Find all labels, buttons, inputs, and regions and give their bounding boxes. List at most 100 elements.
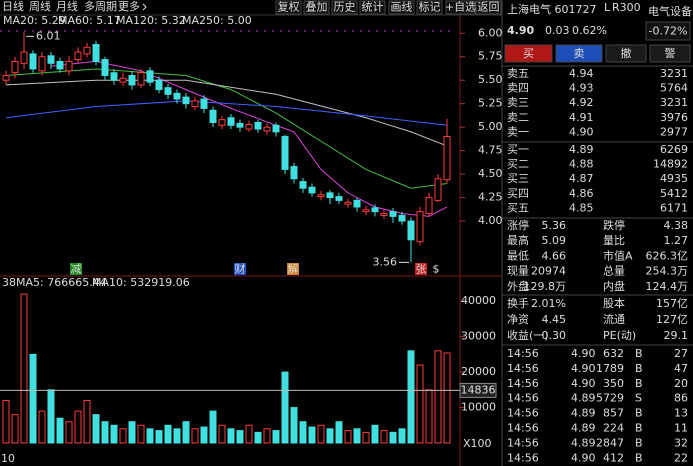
flag: L: [604, 1, 611, 14]
book-volume: 4935: [660, 172, 688, 185]
volume-bar: [155, 430, 163, 444]
trade-time: 14:56: [507, 362, 539, 375]
book-price: 4.89: [569, 143, 594, 156]
tool-button[interactable]: [475, 0, 502, 15]
candle-body: [425, 197, 433, 215]
stat-label: 现量: [507, 265, 529, 278]
event-label[interactable]: $: [433, 263, 440, 276]
volume-bar: [164, 424, 172, 444]
tool-button[interactable]: [331, 0, 358, 15]
action-label[interactable]: 买: [523, 47, 534, 60]
y-tick-label: 4.25: [478, 191, 503, 204]
tool-button-label[interactable]: 历史: [334, 1, 356, 14]
action-button[interactable]: [649, 44, 691, 63]
tool-button-label[interactable]: 画线: [391, 0, 413, 14]
book-label: 买五: [507, 201, 529, 214]
event-badge[interactable]: [287, 263, 299, 275]
y-tick-label: 20000: [461, 365, 496, 378]
y-tick-label: 5.75: [478, 50, 503, 63]
tool-button-label[interactable]: +自选: [445, 1, 476, 14]
action-label[interactable]: 撤: [621, 46, 632, 60]
event-badge[interactable]: [70, 263, 82, 275]
book-volume: 6171: [660, 201, 688, 214]
tool-button[interactable]: [359, 0, 386, 15]
period-tab[interactable]: 更多: [118, 0, 140, 13]
y-tick-label: 5.25: [478, 97, 503, 110]
ma-line: [5, 68, 448, 189]
stat-value: 20974: [531, 265, 566, 278]
candle-body: [236, 122, 244, 128]
tool-button[interactable]: [275, 0, 302, 15]
stat-label: 外盘: [507, 279, 529, 293]
stat-value: 2.01%: [531, 297, 566, 310]
period-tab[interactable]: 日线: [2, 0, 24, 13]
stat-label: 换手: [507, 296, 529, 310]
volume-bar: [146, 428, 154, 444]
sector[interactable]: 电气设备: [648, 4, 692, 18]
volume-bar: [119, 428, 127, 444]
period-tab[interactable]: 多周期: [84, 0, 117, 13]
trade-volume: 5729: [596, 392, 624, 405]
candle-body: [416, 211, 424, 243]
stat-value: 29.1: [664, 329, 689, 342]
candle-body: [137, 72, 145, 86]
volume-bar: [137, 424, 145, 444]
volume-bar: [281, 371, 289, 444]
trade-price: 4.89: [571, 392, 596, 405]
book-label: 卖四: [507, 82, 529, 95]
action-button[interactable]: [605, 44, 647, 63]
tool-button-label[interactable]: 叠加: [306, 1, 328, 14]
book-label: 卖五: [507, 67, 529, 80]
event-label[interactable]: 减: [71, 263, 82, 276]
candle-body: [290, 166, 298, 180]
ma-legend: MA250: 5.00: [182, 14, 252, 27]
tool-button[interactable]: [303, 0, 330, 15]
candle-body: [209, 109, 217, 123]
tool-button-label[interactable]: 返回: [478, 1, 500, 14]
event-badge[interactable]: [415, 263, 427, 275]
candle-body: [281, 136, 289, 170]
candle-body: [110, 72, 118, 81]
volume-bar: [47, 389, 55, 444]
action-button[interactable]: [555, 44, 603, 63]
candle-body: [353, 199, 361, 208]
tool-button[interactable]: [416, 0, 443, 15]
tool-button-label[interactable]: 复权: [278, 0, 300, 14]
tool-button-label[interactable]: 标记: [419, 0, 441, 14]
volume-legend: 38: [2, 276, 16, 289]
event-badge[interactable]: [234, 263, 246, 275]
volume-bar: [263, 428, 271, 444]
trade-count: 20: [674, 377, 688, 390]
tool-button[interactable]: [388, 0, 415, 15]
trade-time: 14:56: [507, 347, 539, 360]
event-label[interactable]: 张: [416, 263, 427, 276]
action-label[interactable]: 卖: [574, 47, 585, 60]
volume-bar: [101, 421, 109, 444]
corner-label: 10: [1, 452, 15, 465]
candle-body: [164, 87, 172, 95]
candle-body: [218, 119, 226, 126]
period-tab[interactable]: 周线: [29, 0, 51, 13]
book-price: 4.93: [569, 82, 594, 95]
period-tab[interactable]: 月线: [56, 0, 78, 13]
book-price: 4.87: [569, 172, 594, 185]
event-label[interactable]: 解: [288, 262, 299, 276]
y-tick-label: 5.00: [478, 120, 503, 133]
book-volume: 14892: [653, 158, 688, 171]
tool-button[interactable]: [445, 0, 476, 15]
event-badge[interactable]: [430, 263, 442, 275]
tool-button-label[interactable]: 统计: [362, 1, 384, 14]
action-button[interactable]: [504, 44, 553, 63]
volume-bar: [209, 410, 217, 444]
book-price: 4.94: [569, 67, 594, 80]
volume-bar: [371, 424, 379, 444]
action-label[interactable]: 警: [665, 46, 676, 60]
trade-price: 4.89: [571, 436, 596, 449]
candle-body: [47, 55, 55, 64]
trade-count: 27: [674, 347, 688, 360]
event-label[interactable]: 财: [235, 262, 246, 276]
candle-body: [29, 53, 37, 70]
book-price: 4.91: [569, 111, 594, 124]
stat-label: 内盘: [603, 279, 625, 293]
